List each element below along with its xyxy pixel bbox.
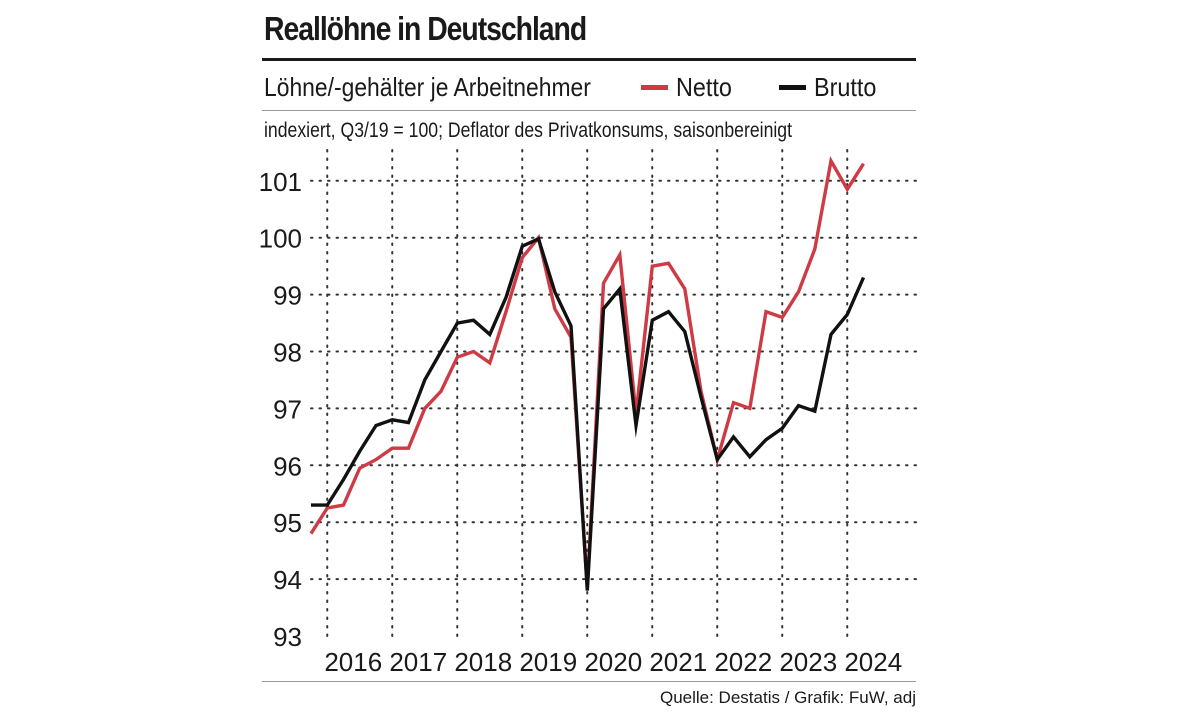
y-tick-label: 93 bbox=[273, 622, 302, 652]
series-line-brutto bbox=[311, 236, 866, 591]
x-tick-label: 2016 bbox=[324, 647, 382, 677]
x-tick-label: 2017 bbox=[389, 647, 447, 677]
legend-item-netto: Netto bbox=[641, 72, 738, 103]
source-note: Quelle: Destatis / Grafik: FuW, adj bbox=[659, 688, 916, 707]
y-tick-label: 95 bbox=[273, 508, 302, 538]
x-tick-label: 2023 bbox=[779, 647, 837, 677]
series-lines bbox=[309, 156, 866, 591]
chart-note: indexiert, Q3/19 = 100; Deflator des Pri… bbox=[264, 119, 793, 142]
x-tick-label: 2021 bbox=[649, 647, 707, 677]
legend-label-netto: Netto bbox=[676, 72, 732, 102]
y-tick-label: 94 bbox=[273, 565, 302, 595]
x-tick-label: 2020 bbox=[584, 647, 642, 677]
footer-rule bbox=[262, 681, 916, 682]
grid bbox=[310, 149, 917, 641]
y-tick-label: 100 bbox=[259, 224, 302, 254]
title-rule bbox=[262, 58, 916, 61]
legend-label-brutto: Brutto bbox=[814, 72, 877, 102]
y-tick-label: 98 bbox=[273, 338, 302, 368]
y-axis-labels: 93 94 95 96 97 98 99 100 101 bbox=[259, 167, 302, 652]
x-axis-labels: 2016 2017 2018 2019 2020 2021 2022 2023 2024 bbox=[324, 647, 902, 677]
legend-item-brutto: Brutto bbox=[779, 72, 883, 103]
x-tick-label: 2022 bbox=[714, 647, 772, 677]
y-tick-label: 97 bbox=[273, 394, 302, 424]
legend-swatch-brutto bbox=[779, 85, 806, 90]
y-tick-label: 99 bbox=[273, 281, 302, 311]
y-tick-label: 101 bbox=[259, 167, 302, 197]
y-tick-label: 96 bbox=[273, 451, 302, 481]
x-tick-label: 2024 bbox=[844, 647, 902, 677]
x-tick-label: 2019 bbox=[519, 647, 577, 677]
legend-swatch-netto bbox=[641, 85, 668, 90]
subtitle-rule bbox=[262, 110, 916, 111]
chart-title: Reallöhne in Deutschland bbox=[264, 10, 587, 47]
chart-subtitle: Löhne/-gehälter je Arbeitnehmer bbox=[264, 72, 591, 102]
x-tick-label: 2018 bbox=[454, 647, 512, 677]
